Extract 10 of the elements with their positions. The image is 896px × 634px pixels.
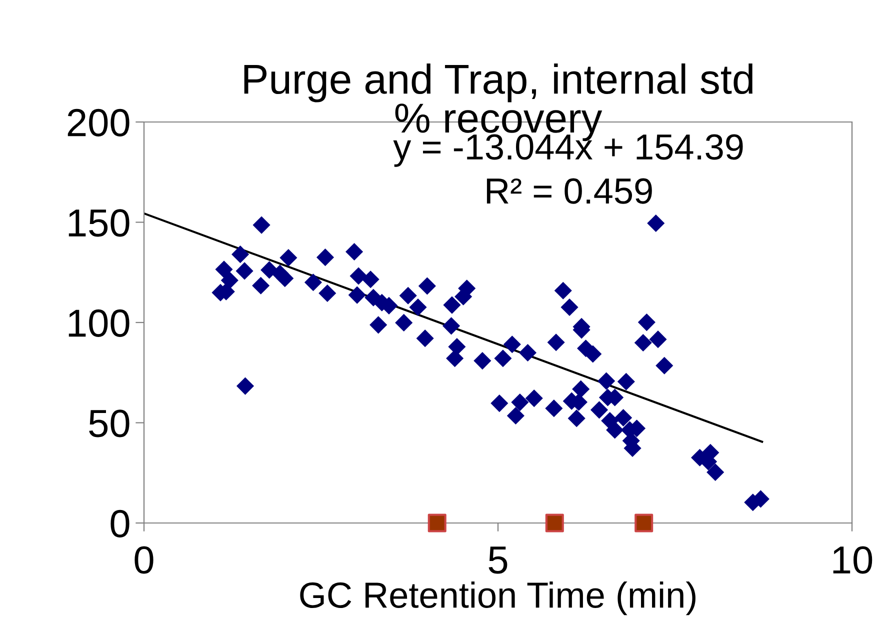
x-tick-label: 0 bbox=[134, 546, 154, 574]
y-tick-label: 150 bbox=[68, 209, 130, 237]
x-axis-title: GC Retention Time (min) bbox=[300, 581, 696, 616]
y-tick-label: 100 bbox=[68, 309, 130, 337]
x-tick-label: 5 bbox=[488, 546, 508, 574]
y-tick-label: 0 bbox=[110, 510, 130, 538]
x-tick-label: 10 bbox=[833, 546, 872, 574]
annotation: R² = 0.459 bbox=[486, 178, 652, 204]
y-tick-label: 200 bbox=[68, 108, 130, 136]
y-tick-label: 50 bbox=[89, 410, 130, 438]
